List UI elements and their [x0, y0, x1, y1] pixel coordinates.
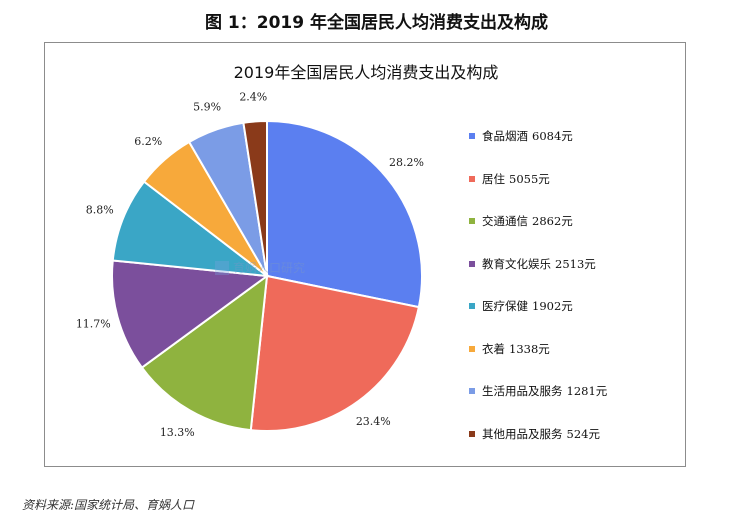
- pie-slice-2: [140, 273, 269, 432]
- legend-swatch-4: [469, 303, 475, 309]
- pie-slice-0: [266, 119, 423, 309]
- legend-item-7: 其他用品及服务 524元: [469, 426, 600, 442]
- legend-amount-5: 1338元: [509, 341, 550, 356]
- legend-swatch-0: [469, 133, 475, 139]
- pie-label-5: 6.2%: [134, 135, 162, 148]
- legend-amount-3: 2513元: [555, 256, 596, 271]
- pie-slice-3: [111, 259, 270, 369]
- pie-label-7: 2.4%: [239, 91, 267, 104]
- legend-name-6: 生活用品及服务: [482, 384, 563, 398]
- legend-name-4: 医疗保健: [482, 299, 528, 313]
- watermark-text: 育娲人口研究: [233, 261, 306, 275]
- pie-label-6: 5.9%: [193, 100, 221, 113]
- legend-amount-6: 1281元: [566, 384, 608, 398]
- pie-label-3: 11.7%: [76, 317, 111, 330]
- pie-slice-1: [249, 274, 421, 432]
- legend-item-6: 生活用品及服务 1281元: [469, 383, 607, 399]
- legend-swatch-5: [469, 345, 475, 352]
- chart-title: 2019年全国居民人均消费支出及构成: [233, 63, 499, 82]
- legend-item-2: 交通通信 2862元: [469, 213, 573, 229]
- legend-amount-2: 2862元: [532, 214, 573, 228]
- legend-name-7: 其他用品及服务: [482, 426, 563, 441]
- legend-item-1: 居住 5055元: [469, 171, 550, 187]
- pie-label-2: 13.3%: [160, 426, 195, 439]
- figure-title: 图 1：2019 年全国居民人均消费支出及构成: [205, 13, 548, 33]
- legend-name-2: 交通通信: [482, 214, 528, 228]
- legend-item-3: 教育文化娱乐 2513元: [469, 256, 596, 272]
- legend-item-5: 衣着 1338元: [469, 341, 550, 357]
- pie-chart: 28.2% 23.4% 13.3% 11.7% 8.8% 6.2% 5.9% 2.4%: [76, 91, 424, 440]
- pie-label-1: 23.4%: [356, 415, 391, 428]
- legend-name-1: 居住: [482, 171, 505, 186]
- watermark: 育娲人口研究: [215, 259, 305, 276]
- legend-item-0: 食品烟酒 6084元: [469, 128, 573, 144]
- legend-name-3: 教育文化娱乐: [482, 256, 551, 271]
- legend-swatch-3: [469, 260, 475, 267]
- pie-slice-7: [242, 119, 268, 277]
- source-note: 资料来源:国家统计局、育娲人口: [22, 498, 195, 512]
- legend-item-4: 医疗保健 1902元: [469, 298, 573, 314]
- pie-label-0: 28.2%: [389, 156, 424, 169]
- legend-swatch-2: [469, 218, 475, 224]
- legend-amount-1: 5055元: [509, 171, 550, 186]
- chart-frame: 2019年全国居民人均消费支出及构成 28.2% 23.4% 13.3% 11.7% 8…: [44, 42, 686, 467]
- legend-swatch-6: [469, 388, 475, 394]
- watermark-logo-icon: [215, 260, 229, 275]
- legend-swatch-1: [469, 175, 475, 182]
- legend-amount-0: 6084元: [532, 129, 573, 143]
- legend-amount-4: 1902元: [532, 299, 573, 313]
- legend-name-5: 衣着: [482, 341, 505, 356]
- pie-label-4: 8.8%: [86, 204, 114, 217]
- legend-swatch-7: [469, 430, 475, 437]
- legend-name-0: 食品烟酒: [482, 129, 528, 143]
- pie-slice-4: [111, 180, 271, 278]
- legend-amount-7: 524元: [566, 426, 600, 441]
